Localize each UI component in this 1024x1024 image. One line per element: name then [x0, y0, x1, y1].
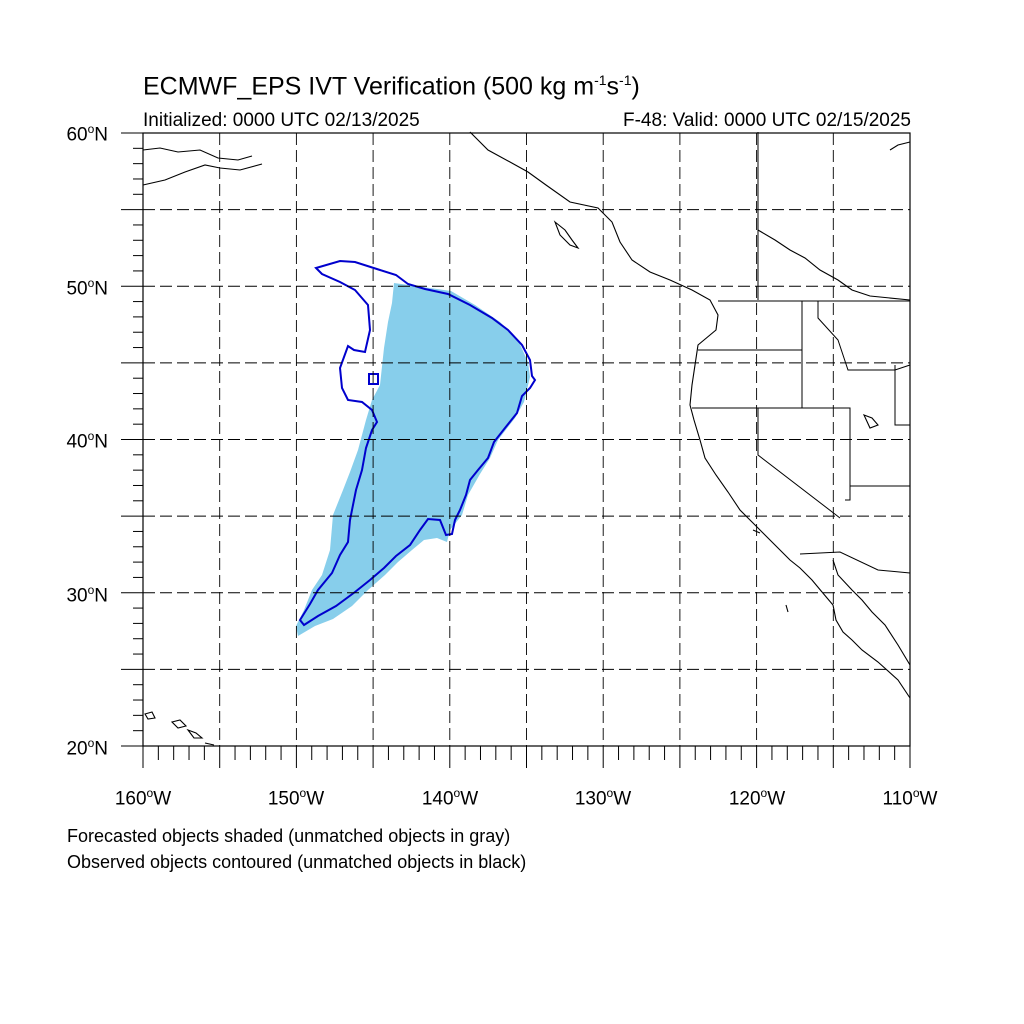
lon-label: 150oW [267, 786, 325, 810]
lat-lon-grid [143, 133, 910, 746]
initialized-label: Initialized: 0000 UTC 02/13/2025 [143, 110, 420, 131]
lat-label: 30oN [66, 583, 108, 607]
lon-label: 110oW [882, 786, 938, 810]
political-borders [692, 132, 911, 574]
lon-label: 160oW [114, 786, 172, 810]
observed-contour-hole [368, 373, 379, 385]
lon-label: 140oW [421, 786, 479, 810]
footnote-forecast: Forecasted objects shaded (unmatched obj… [67, 826, 511, 846]
axis-ticks [121, 132, 911, 768]
lat-label: 60oN [66, 122, 108, 146]
forecast-ivt-object [296, 283, 530, 636]
coastlines [142, 131, 911, 746]
lat-label: 20oN [66, 736, 108, 760]
lat-label: 50oN [66, 276, 108, 300]
map-frame [142, 132, 911, 747]
lon-label: 130oW [574, 786, 632, 810]
observed-ivt-contour [298, 259, 537, 627]
valid-time-label: F-48: Valid: 0000 UTC 02/15/2025 [623, 110, 911, 131]
map-title: ECMWF_EPS IVT Verification (500 kg m-1s-… [143, 72, 640, 101]
lon-label: 120oW [728, 786, 786, 810]
lat-label: 40oN [66, 429, 108, 453]
footnote-observed: Observed objects contoured (unmatched ob… [67, 852, 527, 872]
